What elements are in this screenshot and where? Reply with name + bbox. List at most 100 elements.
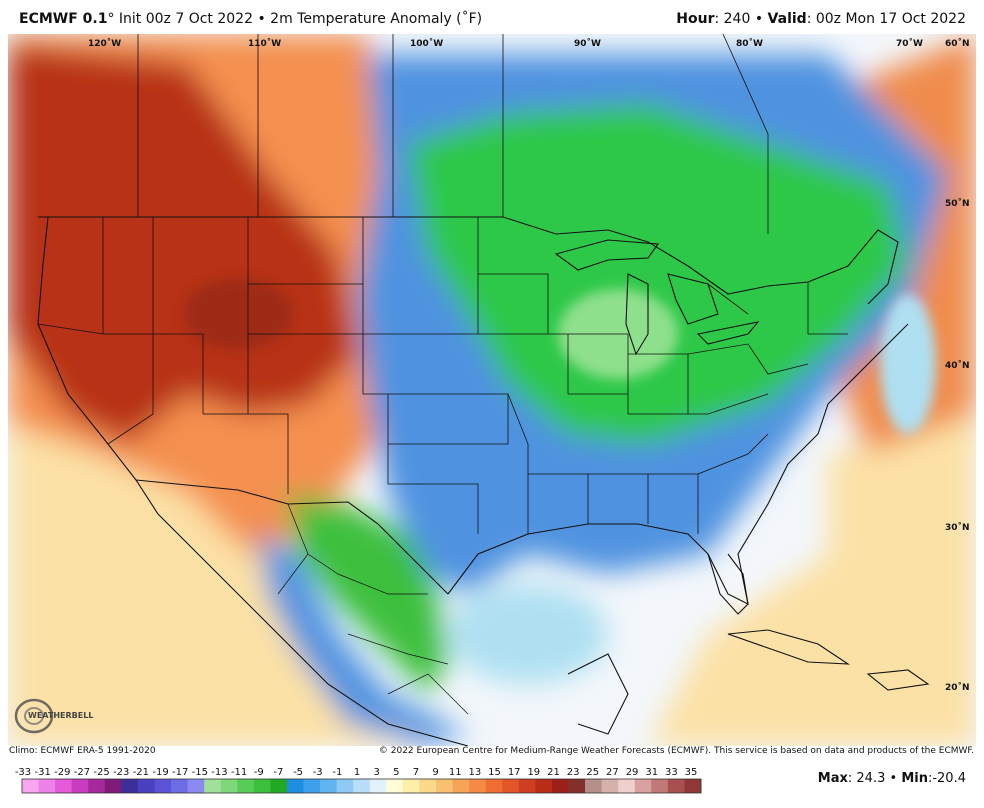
legend-swatch (187, 779, 205, 793)
legend-tick-label: -9 (254, 767, 264, 778)
mexico-cold-region (288, 494, 448, 694)
max-value: : 24.3 (847, 771, 886, 786)
legend-swatch (618, 779, 636, 793)
lon-label-70w: 70˚W (896, 38, 923, 49)
legend-tick-label: 17 (508, 767, 521, 778)
western-strong-warm-core (8, 44, 358, 444)
degree-symbol: ° (107, 11, 115, 27)
weatherbell-logo: WEATHERBELL (14, 698, 93, 734)
max-min-stats: Max: 24.3 • Min:-20.4 (818, 771, 966, 786)
legend-tick-label: -15 (192, 767, 208, 778)
legend-tick-label: -25 (93, 767, 109, 778)
legend-swatch (220, 779, 238, 793)
lon-label-100w: 100˚W (410, 38, 443, 49)
yucatan-outline (567, 653, 629, 735)
legend-tick-label: 31 (645, 767, 658, 778)
legend-tick-label: -23 (113, 767, 129, 778)
legend-tick-label: -5 (293, 767, 303, 778)
header-bar: ECMWF 0.1° Init 00z 7 Oct 2022 • 2m Temp… (0, 0, 984, 34)
hispaniola-outline (866, 669, 930, 691)
legend-bar-frame (21, 778, 702, 794)
logo-text: WEATHERBELL (28, 711, 93, 720)
legend-swatch (137, 779, 155, 793)
legend-tick-label: 35 (685, 767, 698, 778)
legend-swatch (55, 779, 73, 793)
legend-swatch (303, 779, 321, 793)
legend-swatch (485, 779, 503, 793)
legend-tick-label: -3 (313, 767, 323, 778)
legend-swatch (684, 779, 702, 793)
legend-tick-label: -27 (74, 767, 90, 778)
legend-swatch (452, 779, 470, 793)
lat-label-50n: 50˚N (945, 198, 970, 209)
legend-tick-label: -29 (54, 767, 70, 778)
copyright-credit: © 2022 European Centre for Medium-Range … (378, 746, 974, 756)
lat-label-20n: 20˚N (945, 682, 970, 693)
legend-swatch (535, 779, 553, 793)
state-lines (37, 217, 848, 534)
legend-swatch (436, 779, 453, 793)
legend-tick-label: -21 (133, 767, 149, 778)
legend-tick-label: -7 (273, 767, 283, 778)
rockies-hot-patch (183, 279, 293, 349)
legend-tick-label: 21 (547, 767, 560, 778)
legend-tick-label: 33 (665, 767, 678, 778)
us-canada-border (38, 216, 899, 305)
legend-swatch (270, 779, 288, 793)
legend-swatch (88, 779, 106, 793)
legend-swatch (568, 779, 586, 793)
legend-tick-label: 5 (393, 767, 399, 778)
legend-swatch (38, 779, 56, 793)
legend-swatch (551, 779, 569, 793)
legend-swatch (253, 779, 271, 793)
anomaly-fields (8, 34, 976, 746)
northeast-pale-cool (880, 294, 936, 434)
legend-swatch (353, 779, 371, 793)
legend-swatch (204, 779, 222, 793)
legend-swatch (469, 779, 487, 793)
legend-tick-label: 13 (469, 767, 482, 778)
legend-tick-label: -31 (34, 767, 50, 778)
lake-michigan (625, 273, 649, 356)
legend-tick-label: -13 (211, 767, 227, 778)
legend-swatch (286, 779, 304, 793)
legend-swatch (518, 779, 536, 793)
gulf-cool-water (448, 584, 608, 684)
legend-tick-label: -33 (15, 767, 31, 778)
legend-tick-label: 11 (449, 767, 462, 778)
lon-label-80w: 80˚W (736, 38, 763, 49)
legend-tick-label: 15 (488, 767, 501, 778)
legend-tick-label: -17 (172, 767, 188, 778)
lon-label-90w: 90˚W (574, 38, 601, 49)
lake-huron (667, 273, 719, 325)
legend-tick-label: 27 (606, 767, 619, 778)
legend-tick-label: 19 (527, 767, 540, 778)
valid-time-info: Hour: 240 • Valid: 00z Mon 17 Oct 2022 (676, 11, 966, 27)
canada-province-lines (137, 34, 769, 234)
legend-swatch (369, 779, 387, 793)
legend-swatch (601, 779, 619, 793)
us-mexico-border (135, 479, 449, 595)
logo-swirl-inner-icon (24, 707, 44, 725)
lake-erie (696, 321, 760, 345)
legend-swatch (320, 779, 338, 793)
political-borders (37, 34, 930, 746)
map-title: ECMWF 0.1° Init 00z 7 Oct 2022 • 2m Temp… (19, 11, 482, 27)
init-time: Init 00z 7 Oct 2022 (118, 11, 253, 27)
lat-label-30n: 30˚N (945, 522, 970, 533)
lat-label-60n: 60˚N (945, 38, 970, 49)
cuba-outline (727, 629, 850, 665)
legend-color-bar (22, 779, 702, 793)
color-scale-legend: -33 -31 -29 -27 -25 -23 -21 -19 -17 -15 -13 -11 -9 -7… (15, 767, 702, 794)
max-label: Max (817, 771, 848, 786)
legend-swatch (336, 779, 354, 793)
legend-tick-label: 7 (413, 767, 419, 778)
valid-value: : 00z Mon 17 Oct 2022 (806, 11, 966, 27)
hour-value: : 240 (714, 11, 751, 27)
legend-swatch (121, 779, 139, 793)
hour-label: Hour (676, 11, 715, 27)
model-name: ECMWF 0.1 (19, 11, 108, 27)
mexico-coastal-cool (258, 534, 468, 746)
legend-swatch (104, 779, 122, 793)
legend-swatch (634, 779, 652, 793)
